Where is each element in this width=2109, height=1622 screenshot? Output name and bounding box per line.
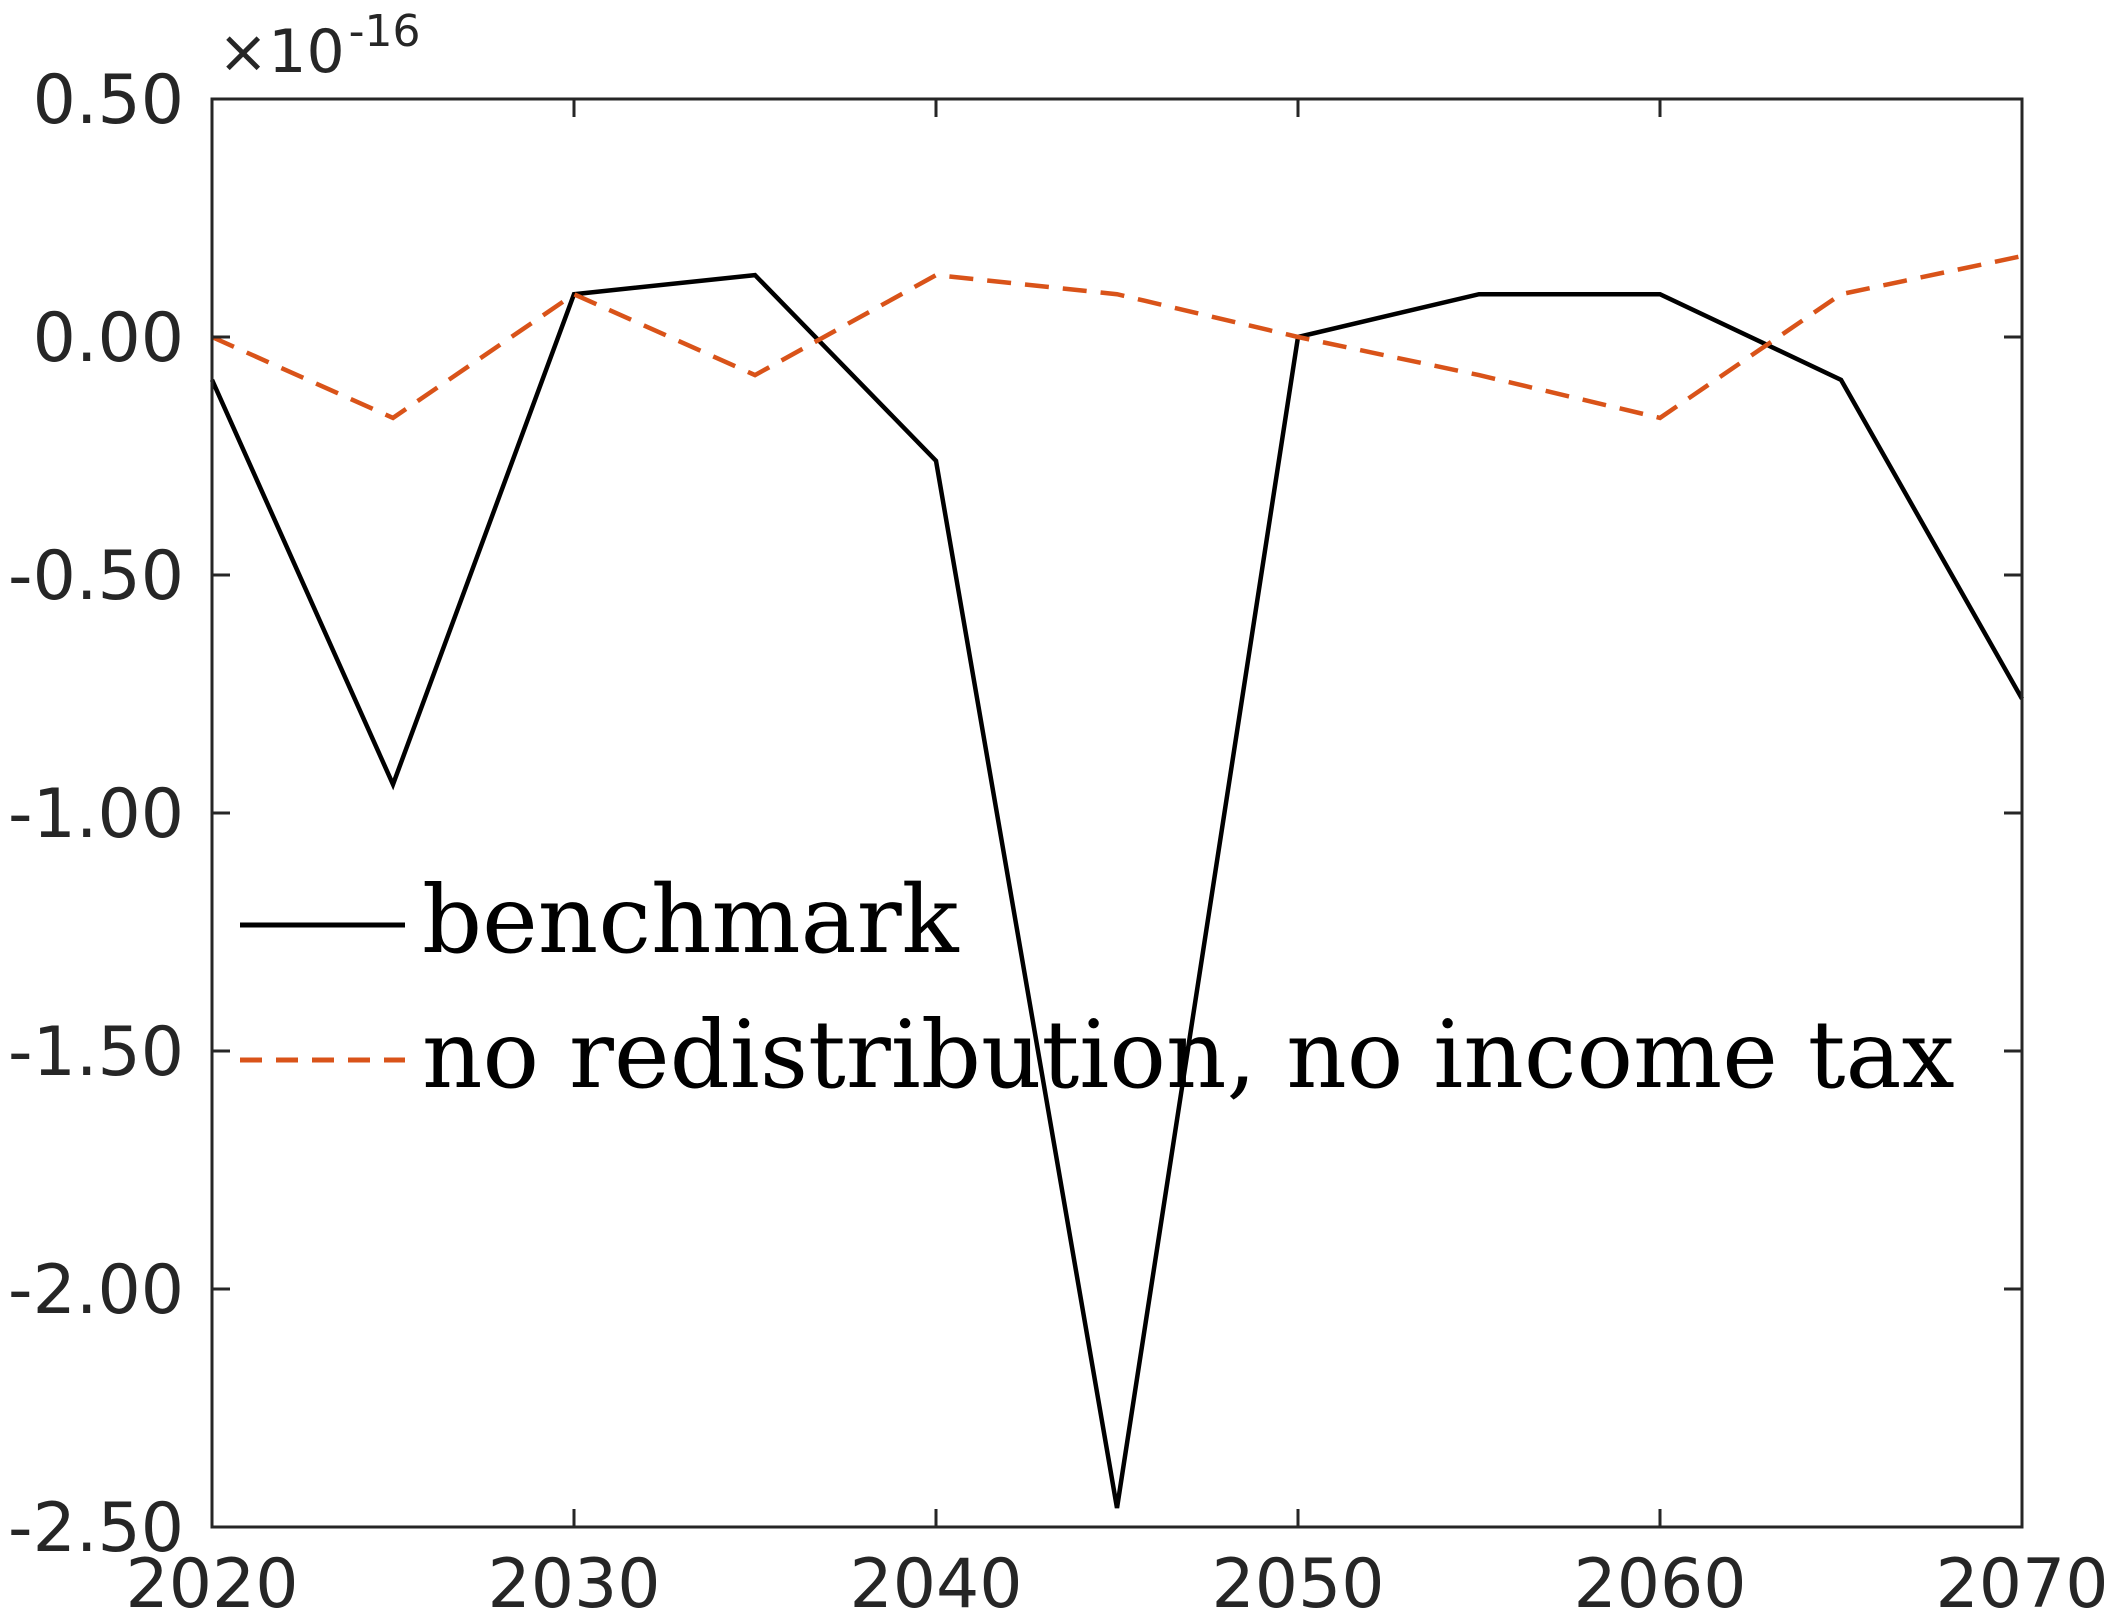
- x-tick-label: 2040: [849, 1545, 1022, 1622]
- x-tick-label: 2030: [487, 1545, 660, 1622]
- series-line-0: [209, 272, 2024, 1509]
- legend: benchmark no redistribution, no income t…: [240, 866, 1955, 1110]
- y-tick-label: -1.00: [8, 775, 184, 854]
- y-tick-label: -1.50: [8, 1013, 184, 1092]
- x-tick-label: 2070: [1935, 1545, 2108, 1622]
- y-scale-multiplier: ×10 -16: [218, 6, 421, 87]
- x-tick-label: 2050: [1211, 1545, 1384, 1622]
- series-line-1: [211, 253, 2023, 421]
- series-layer: [209, 253, 2024, 1509]
- y-scale-exponent: -16: [349, 6, 421, 57]
- y-tick-label: -2.00: [8, 1251, 184, 1330]
- y-tick-label: -0.50: [8, 537, 184, 616]
- y-tick-label: -2.50: [8, 1489, 184, 1568]
- tick-layer: 2020 2030 2040 2050 2060 2070 0.50 0.00 -0.50 -1.…: [8, 61, 2108, 1622]
- y-tick-label: 0.00: [33, 299, 184, 378]
- x-tick-label: 2020: [125, 1545, 298, 1622]
- x-tick-label: 2060: [1573, 1545, 1746, 1622]
- legend-label-benchmark: benchmark: [422, 866, 960, 975]
- legend-label-no-redistribution: no redistribution, no income tax: [422, 1001, 1955, 1110]
- plot-area: [212, 99, 2022, 1527]
- y-tick-label: 0.50: [33, 61, 184, 140]
- y-scale-base: ×10: [218, 17, 345, 87]
